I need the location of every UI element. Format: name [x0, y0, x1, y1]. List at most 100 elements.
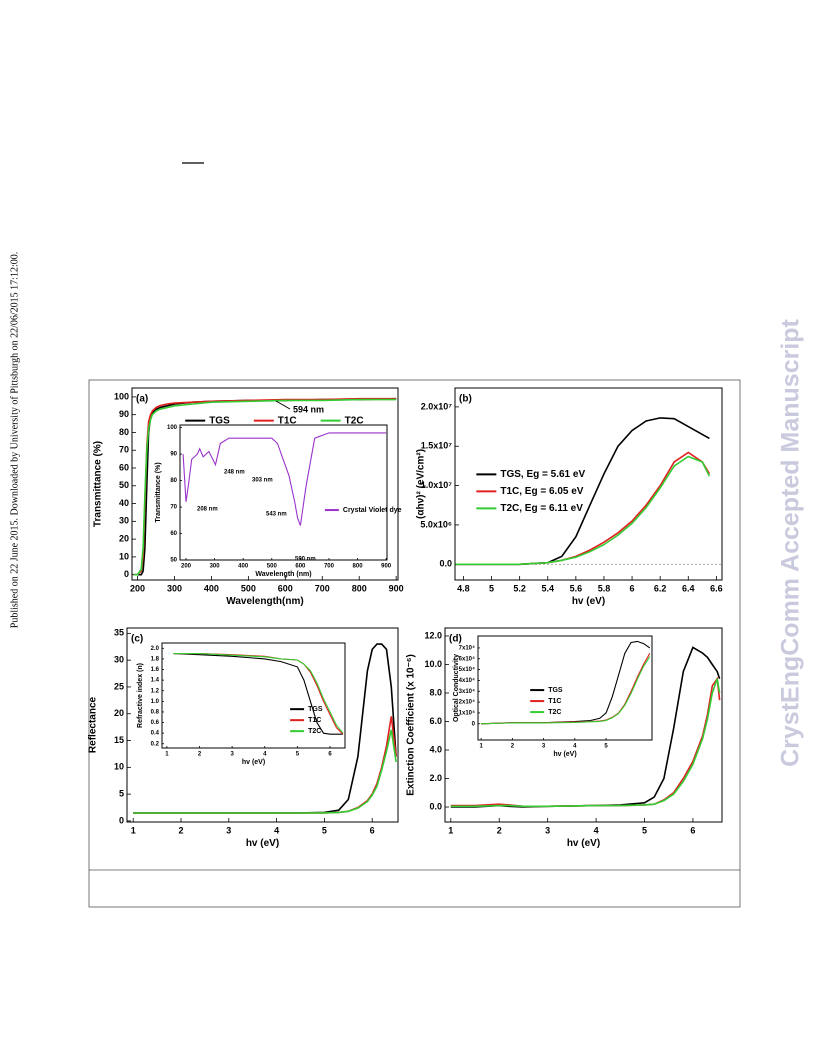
y-tick-label: 2x10⁴ [459, 700, 475, 706]
plot-frame [126, 627, 399, 823]
annotation: 543 nm [266, 512, 287, 518]
x-tick-label: 6.6 [710, 583, 723, 593]
legend-label: TGS [209, 415, 230, 426]
y-axis-label: Transmittance (%) [155, 462, 162, 522]
y-tick-label: 6x10⁴ [459, 656, 475, 662]
y-tick-label: 1.8 [151, 656, 160, 662]
y-tick-label: 4x10⁴ [459, 678, 475, 684]
y-tick-label: 5x10⁴ [459, 667, 475, 673]
y-tick-label: 20 [114, 708, 124, 718]
y-tick-label: 3x10⁴ [459, 689, 475, 695]
x-tick-label: 3 [226, 825, 231, 835]
annotation: 594 nm [293, 404, 324, 414]
y-tick-label: 70 [170, 505, 177, 511]
x-axis-label: Wavelength(nm) [226, 596, 303, 607]
y-axis-label: (αhν)² (eV/cm²) [416, 449, 427, 519]
legend-label: T1C [308, 717, 321, 724]
series-line [173, 653, 343, 735]
y-tick-label: 2.0 [151, 646, 160, 652]
x-tick-label: 4 [573, 744, 577, 750]
y-tick-label: 1.6 [151, 667, 160, 673]
x-tick-label: 5.4 [541, 583, 554, 593]
x-tick-label: 5.6 [570, 583, 583, 593]
legend-label: T2C [548, 709, 561, 716]
series-line [455, 455, 711, 566]
y-tick-label: 0.0 [439, 559, 452, 569]
plot-frame [161, 642, 346, 749]
y-axis-label: Extinction Coefficient (x 10⁻⁶) [406, 654, 417, 796]
y-tick-label: 0 [124, 569, 129, 579]
plot-frame [179, 424, 388, 561]
y-axis-label: Transmittance (%) [93, 441, 104, 527]
x-tick-label: 200 [181, 564, 192, 570]
x-tick-label: 400 [204, 583, 219, 593]
x-tick-label: 500 [241, 583, 256, 593]
watermark: CrystEngComm Accepted Manuscript [777, 318, 805, 766]
x-tick-label: 3 [545, 825, 550, 835]
x-tick-label: 200 [130, 583, 145, 593]
x-tick-label: 900 [381, 564, 392, 570]
x-tick-label: 1 [479, 744, 483, 750]
legend-label: T1C [548, 698, 561, 705]
y-tick-label: 30 [119, 516, 129, 526]
y-tick-label: 1x10⁴ [459, 710, 475, 716]
x-axis-label: hv (eV) [572, 596, 605, 607]
legend-label: TGS, Eg = 5.61 eV [500, 469, 585, 480]
y-tick-label: 0 [472, 721, 476, 727]
x-tick-label: 600 [295, 564, 306, 570]
plot-area [180, 425, 387, 560]
y-tick-label: 30 [114, 655, 124, 665]
y-tick-label: 15 [114, 735, 124, 745]
annotation: 590 nm [295, 557, 316, 563]
series-line [133, 729, 397, 814]
y-tick-label: 25 [114, 681, 124, 691]
x-tick-label: 5 [322, 825, 327, 835]
x-tick-label: 2 [511, 744, 515, 750]
legend-label: TGS [308, 706, 323, 713]
x-tick-label: 4 [274, 825, 279, 835]
panel-label: (c) [131, 634, 143, 645]
legend-label: TGS [548, 687, 563, 694]
x-tick-label: 700 [324, 564, 335, 570]
x-tick-label: 5 [642, 825, 647, 835]
legend-label: T2C [345, 415, 364, 426]
legend-label: Crystal Violet dye [343, 507, 402, 514]
y-axis-label: Reflectance [88, 696, 99, 753]
y-tick-label: 1.2 [151, 688, 160, 694]
x-tick-label: 500 [267, 564, 278, 570]
x-axis-label: Wavelength (nm) [255, 571, 311, 578]
y-tick-label: 10 [119, 551, 129, 561]
series-line [173, 653, 344, 734]
y-tick-label: 80 [170, 478, 177, 484]
legend-label: T1C, Eg = 6.05 eV [500, 486, 583, 497]
y-tick-label: 0.8 [151, 710, 160, 716]
x-axis-label: hv (eV) [246, 838, 279, 849]
x-tick-label: 600 [278, 583, 293, 593]
y-tick-label: 1.0x10⁷ [421, 480, 453, 490]
annotation: 208 nm [197, 507, 218, 513]
y-tick-label: 0.0 [429, 801, 442, 811]
y-axis-label: Refractive index (n) [137, 663, 144, 728]
side-note: Published on 22 June 2015. Downloaded by… [9, 252, 20, 628]
y-tick-label: 0.2 [151, 741, 160, 747]
y-tick-label: 8.0 [429, 687, 442, 697]
y-tick-label: 80 [119, 427, 129, 437]
y-tick-label: 10.0 [424, 659, 442, 669]
x-tick-label: 5 [604, 744, 608, 750]
x-tick-label: 2 [198, 752, 202, 758]
y-tick-label: 0 [119, 815, 124, 825]
annotation: 303 nm [252, 478, 273, 484]
y-tick-label: 4.0 [429, 744, 442, 754]
plot-area [162, 643, 345, 748]
y-tick-label: 10 [114, 762, 124, 772]
y-tick-label: 2.0 [429, 773, 442, 783]
plot-frame [477, 635, 653, 741]
panel-label: (b) [459, 394, 472, 405]
series-line [133, 398, 397, 576]
y-tick-label: 6.0 [429, 716, 442, 726]
y-tick-label: 90 [119, 409, 129, 419]
y-tick-label: 50 [119, 480, 129, 490]
y-tick-label: 35 [114, 628, 124, 638]
y-tick-label: 1.0 [151, 699, 160, 705]
